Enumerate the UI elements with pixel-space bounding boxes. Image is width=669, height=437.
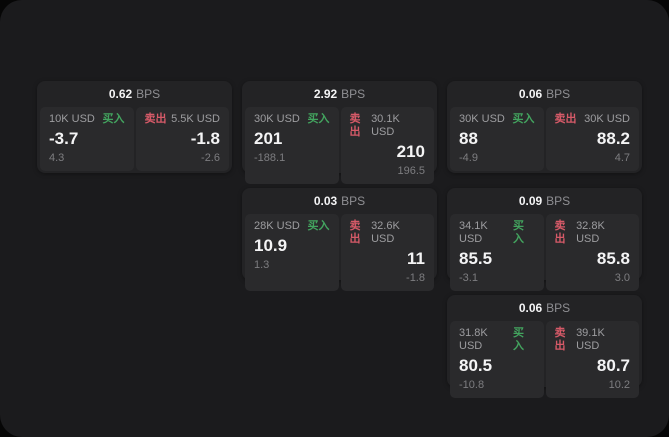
card-header: 0.09 BPS: [447, 188, 642, 214]
buy-price: 201: [254, 129, 283, 148]
quote-card: 0.06 BPS 30K USD 买入 88 -4.9 卖出 30K USD 8…: [447, 81, 642, 173]
bps-value: 2.92: [313, 87, 338, 101]
buy-amount: 10K USD: [49, 113, 95, 125]
buy-side-label: 买入: [512, 113, 535, 125]
buy-panel[interactable]: 31.8K USD 买入 80.5 -10.8: [450, 321, 544, 398]
quote-panels: 30K USD 买入 88 -4.9 卖出 30K USD 88.2 4.7: [447, 107, 642, 174]
buy-price: -3.7: [49, 129, 79, 148]
buy-sub-value: -3.1: [459, 272, 478, 284]
sell-panel[interactable]: 卖出 30K USD 88.2 4.7: [545, 107, 639, 171]
quote-panels: 28K USD 买入 10.9 1.3 卖出 32.6K USD 11 -1.8: [242, 214, 437, 294]
buy-panel[interactable]: 28K USD 买入 10.9 1.3: [245, 214, 339, 291]
buy-amount: 31.8K USD: [459, 327, 488, 352]
sell-amount: 5.5K USD: [171, 113, 220, 125]
sell-price: 210: [396, 142, 425, 161]
quote-card: 0.06 BPS 31.8K USD 买入 80.5 -10.8 卖出 39.1…: [447, 295, 642, 398]
sell-sub-value: 196.5: [397, 165, 425, 177]
bps-unit-label: BPS: [546, 87, 571, 101]
buy-amount: 30K USD: [254, 113, 300, 125]
sell-panel[interactable]: 卖出 32.8K USD 85.8 3.0: [545, 214, 639, 291]
quote-panels: 10K USD 买入 -3.7 4.3 卖出 5.5K USD -1.8 -2.…: [37, 107, 232, 174]
bps-unit-label: BPS: [546, 301, 571, 315]
sell-panel[interactable]: 卖出 32.6K USD 11 -1.8: [340, 214, 434, 291]
buy-panel[interactable]: 34.1K USD 买入 85.5 -3.1: [450, 214, 544, 291]
card-header: 2.92 BPS: [242, 81, 437, 107]
card-header: 0.62 BPS: [37, 81, 232, 107]
buy-panel[interactable]: 10K USD 买入 -3.7 4.3: [40, 107, 134, 171]
sell-panel[interactable]: 卖出 30.1K USD 210 196.5: [340, 107, 434, 184]
bps-unit-label: BPS: [341, 87, 366, 101]
buy-side-label: 买入: [307, 220, 330, 232]
sell-amount: 39.1K USD: [576, 327, 605, 352]
sell-side-label: 卖出: [349, 113, 361, 138]
quote-cards-grid: 0.62 BPS 10K USD 买入 -3.7 4.3 卖出 5.5K USD…: [37, 81, 642, 398]
sell-price: 88.2: [596, 129, 630, 148]
sell-sub-value: -2.6: [201, 152, 220, 164]
sell-amount: 32.8K USD: [576, 220, 605, 245]
card-header: 0.06 BPS: [447, 81, 642, 107]
bps-unit-label: BPS: [546, 194, 571, 208]
buy-sub-value: -188.1: [254, 152, 286, 164]
sell-price: 11: [407, 249, 425, 268]
buy-price: 10.9: [254, 236, 288, 255]
sell-sub-value: 3.0: [614, 272, 630, 284]
quote-card: 0.09 BPS 34.1K USD 买入 85.5 -3.1 卖出 32.8K…: [447, 188, 642, 291]
buy-sub-value: 1.3: [254, 259, 270, 271]
buy-panel[interactable]: 30K USD 买入 201 -188.1: [245, 107, 339, 184]
sell-price: 80.7: [596, 356, 630, 375]
sell-side-label: 卖出: [554, 113, 577, 125]
sell-side-label: 卖出: [554, 327, 566, 352]
buy-side-label: 买入: [307, 113, 330, 125]
buy-price: 85.5: [459, 249, 493, 268]
bps-unit-label: BPS: [341, 194, 366, 208]
quote-card: 2.92 BPS 30K USD 买入 201 -188.1 卖出 30.1K …: [242, 81, 437, 184]
buy-price: 80.5: [459, 356, 493, 375]
buy-amount: 34.1K USD: [459, 220, 488, 245]
sell-side-label: 卖出: [144, 113, 167, 125]
sell-panel[interactable]: 卖出 5.5K USD -1.8 -2.6: [135, 107, 229, 171]
bps-value: 0.03: [313, 194, 338, 208]
buy-side-label: 买入: [512, 220, 524, 245]
bps-value: 0.62: [108, 87, 133, 101]
sell-amount: 30K USD: [584, 113, 630, 125]
sell-sub-value: 10.2: [608, 379, 630, 391]
sell-side-label: 卖出: [554, 220, 566, 245]
quote-card: 0.62 BPS 10K USD 买入 -3.7 4.3 卖出 5.5K USD…: [37, 81, 232, 173]
sell-panel[interactable]: 卖出 39.1K USD 80.7 10.2: [545, 321, 639, 398]
bps-value: 0.09: [518, 194, 543, 208]
sell-amount: 32.6K USD: [371, 220, 400, 245]
buy-sub-value: -4.9: [459, 152, 478, 164]
bps-value: 0.06: [518, 301, 543, 315]
bps-value: 0.06: [518, 87, 543, 101]
sell-sub-value: -1.8: [406, 272, 425, 284]
buy-sub-value: -10.8: [459, 379, 485, 391]
sell-side-label: 卖出: [349, 220, 361, 245]
sell-sub-value: 4.7: [614, 152, 630, 164]
buy-amount: 30K USD: [459, 113, 505, 125]
buy-sub-value: 4.3: [49, 152, 65, 164]
quote-panels: 34.1K USD 买入 85.5 -3.1 卖出 32.8K USD 85.8…: [447, 214, 642, 294]
sell-price: 85.8: [596, 249, 630, 268]
card-header: 0.03 BPS: [242, 188, 437, 214]
buy-amount: 28K USD: [254, 220, 300, 232]
buy-side-label: 买入: [512, 327, 524, 352]
quote-card: 0.03 BPS 28K USD 买入 10.9 1.3 卖出 32.6K US…: [242, 188, 437, 291]
sell-price: -1.8: [190, 129, 220, 148]
sell-amount: 30.1K USD: [371, 113, 400, 138]
buy-price: 88: [459, 129, 478, 148]
bps-unit-label: BPS: [136, 87, 161, 101]
quote-panels: 30K USD 买入 201 -188.1 卖出 30.1K USD 210 1…: [242, 107, 437, 187]
card-header: 0.06 BPS: [447, 295, 642, 321]
buy-side-label: 买入: [102, 113, 125, 125]
quote-panels: 31.8K USD 买入 80.5 -10.8 卖出 39.1K USD 80.…: [447, 321, 642, 401]
buy-panel[interactable]: 30K USD 买入 88 -4.9: [450, 107, 544, 171]
